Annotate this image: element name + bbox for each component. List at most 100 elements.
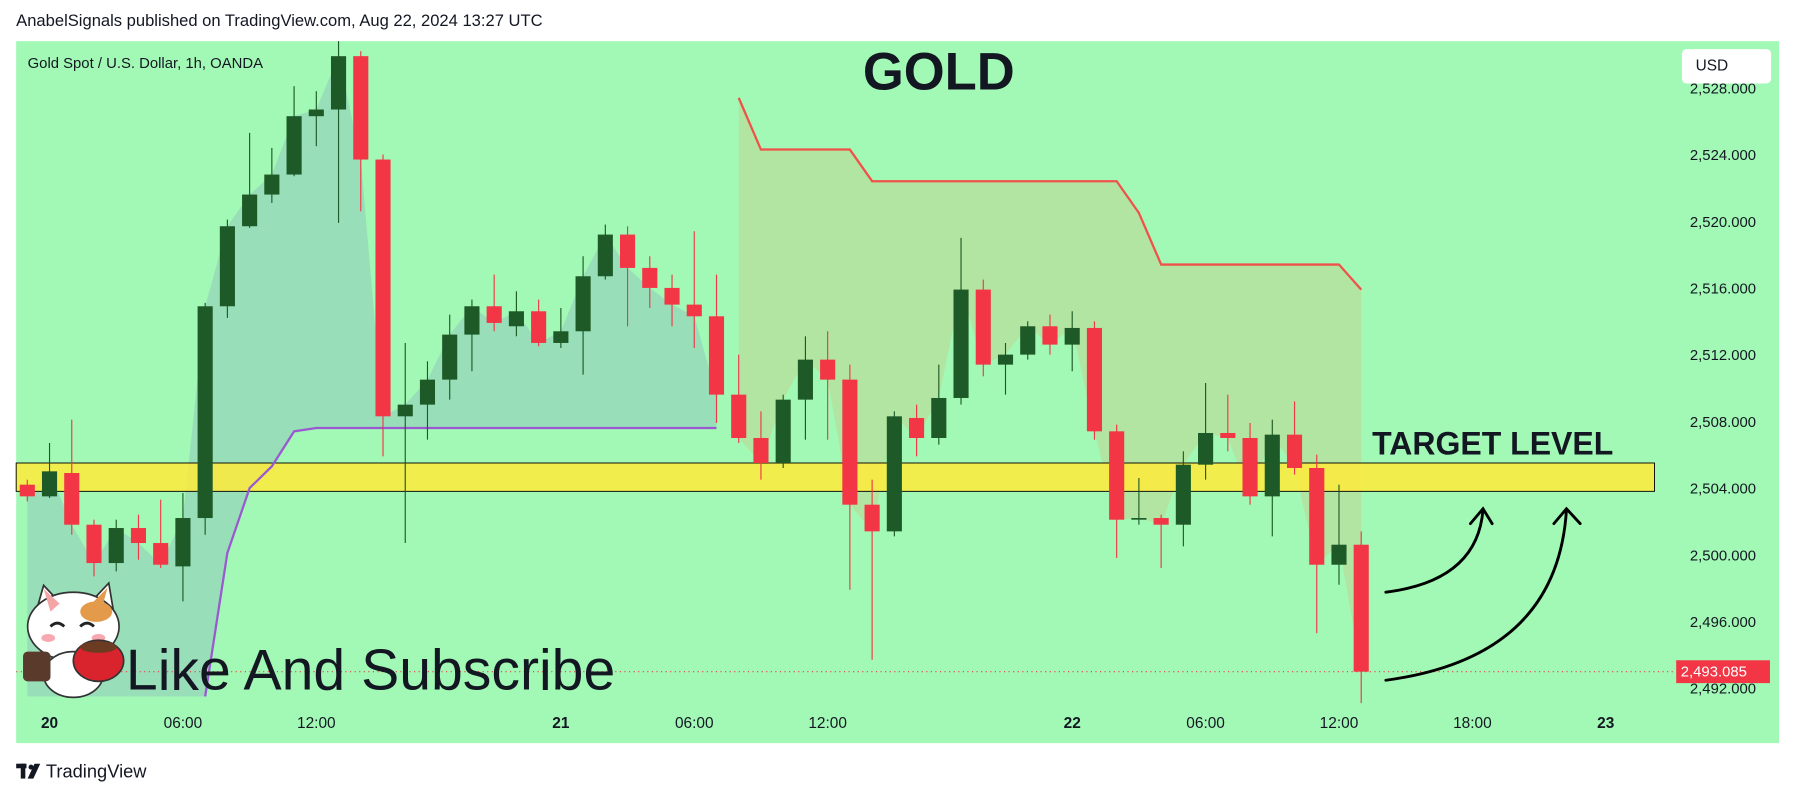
candle-body (620, 234, 636, 268)
candle-body (1220, 432, 1236, 438)
candle-body (842, 379, 858, 505)
symbol-label: Gold Spot / U.S. Dollar, 1h, OANDA (28, 56, 263, 72)
candle-body (1020, 326, 1036, 355)
target-zone (15, 462, 1655, 492)
candle-body (1264, 434, 1280, 497)
y-tick-label: 2,492.000 (1690, 682, 1756, 698)
candle-body (597, 234, 613, 277)
candle-body (1086, 327, 1102, 432)
candle-body (931, 397, 947, 438)
x-tick-label: 06:00 (1186, 715, 1225, 732)
candles (19, 41, 1369, 704)
candle-body (575, 276, 591, 332)
candle-body (286, 116, 302, 175)
arrow (1384, 508, 1568, 682)
y-tick-label: 2,528.000 (1690, 81, 1756, 97)
y-tick-label: 2,516.000 (1690, 282, 1756, 298)
candle-body (375, 159, 391, 417)
candle-body (1198, 432, 1214, 465)
candle-body (531, 311, 547, 343)
candle-body (264, 174, 280, 195)
promo-text: Like And Subscribe (126, 639, 615, 703)
y-tick-label: 2,504.000 (1690, 482, 1756, 498)
currency-box[interactable] (1681, 49, 1772, 84)
candle-body (508, 311, 524, 327)
candle-body (1242, 437, 1258, 497)
candle-body (1309, 468, 1325, 565)
candle-body (731, 394, 747, 438)
candle-body (909, 417, 925, 438)
candle-body (130, 528, 147, 544)
indicator-line (204, 426, 717, 697)
last-price-box (1676, 660, 1770, 684)
indicator-lines (204, 97, 1363, 697)
candle-body (1042, 326, 1058, 345)
candle-body (664, 287, 680, 305)
candle-body (41, 471, 58, 497)
y-tick-label: 2,500.000 (1690, 548, 1756, 564)
y-tick-label: 2,512.000 (1690, 348, 1756, 364)
candle-body (820, 359, 836, 380)
tradingview-logo (16, 763, 41, 779)
arrows (1384, 506, 1582, 682)
arrow (1384, 508, 1485, 594)
candle-body (242, 194, 258, 227)
candle-body (975, 289, 991, 365)
candle-body (1175, 464, 1191, 525)
y-tick-label: 2,520.000 (1690, 215, 1756, 231)
publish-header: AnabelSignals published on TradingView.c… (16, 11, 542, 30)
candle-body (753, 437, 769, 464)
indicator-fill (27, 56, 717, 697)
candle-body (86, 524, 102, 564)
candle-body (1153, 518, 1169, 525)
candle-body (997, 354, 1014, 365)
candle-body (553, 331, 569, 343)
candle-body (353, 56, 369, 160)
candle-body (797, 359, 813, 400)
candle-body (486, 306, 502, 323)
currency-label[interactable]: USD (1696, 57, 1729, 74)
candle-body (330, 56, 347, 110)
candle-body (153, 543, 169, 565)
candle-body (708, 316, 725, 395)
chart-title: GOLD (863, 42, 1015, 101)
candle-body (1109, 431, 1125, 520)
cat-sticker (23, 581, 125, 699)
indicator-line (737, 97, 1363, 291)
candle-body (1353, 544, 1369, 672)
candle-body (864, 504, 880, 532)
candle-body (419, 379, 436, 405)
footer-brand: TradingView (46, 761, 147, 782)
x-tick-label: 06:00 (164, 715, 203, 732)
candle-body (464, 306, 480, 335)
last-price-label: 2,493.085 (1681, 665, 1747, 681)
candle-body (686, 304, 702, 317)
x-tick-label: 20 (41, 715, 58, 732)
axes: 2,492.000 2,496.000 2,500.000 2,504.000 2,50… (16, 81, 1770, 732)
x-tick-label: 18:00 (1453, 715, 1492, 732)
arrow-head (1468, 506, 1494, 526)
candle-body (397, 404, 413, 417)
y-tick-label: 2,496.000 (1690, 615, 1756, 631)
candle-body (175, 518, 191, 567)
candle-body (886, 416, 902, 532)
x-tick-label: 06:00 (675, 715, 714, 732)
candle-body (1286, 434, 1303, 469)
y-tick-label: 2,524.000 (1690, 148, 1756, 164)
candle-body (19, 484, 35, 497)
candle-body (953, 289, 969, 398)
indicator-fill (738, 97, 1362, 672)
candle-body (308, 109, 324, 117)
x-tick-label: 12:00 (297, 715, 336, 732)
target-zone-layer (15, 462, 1655, 492)
x-tick-label: 23 (1597, 715, 1615, 732)
candle-body (1131, 518, 1147, 520)
candle-body (64, 473, 80, 525)
arrow-head (1552, 506, 1582, 526)
candle-body (197, 306, 213, 519)
target-label: TARGET LEVEL (1372, 425, 1613, 461)
x-tick-label: 21 (552, 715, 570, 732)
candle-body (1331, 544, 1347, 565)
